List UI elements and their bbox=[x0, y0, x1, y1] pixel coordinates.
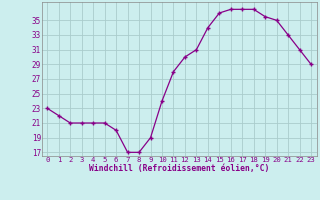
X-axis label: Windchill (Refroidissement éolien,°C): Windchill (Refroidissement éolien,°C) bbox=[89, 164, 269, 173]
